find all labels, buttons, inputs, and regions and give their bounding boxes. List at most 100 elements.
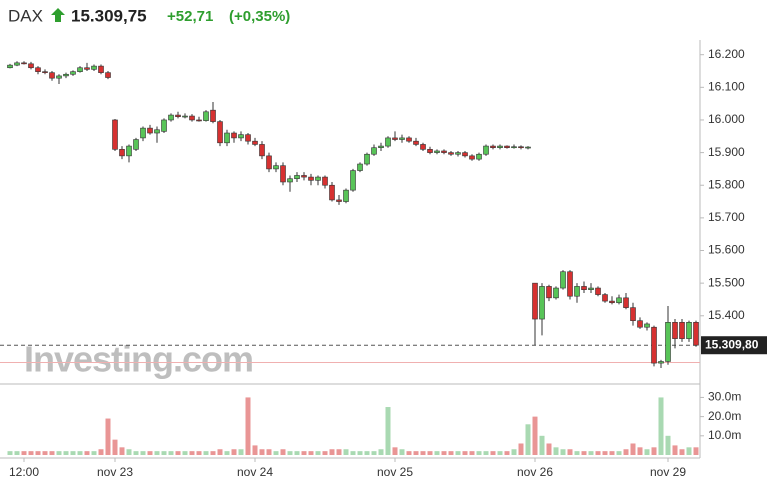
last-price-label: 15.309,80 xyxy=(705,337,759,351)
candle-body xyxy=(196,119,202,122)
volume-bar xyxy=(105,418,111,455)
candle-body xyxy=(140,127,146,139)
candle-body xyxy=(525,146,531,149)
volume-bar xyxy=(112,439,118,455)
candle-body xyxy=(210,109,216,122)
candle-body xyxy=(567,271,573,297)
x-tick-label: nov 25 xyxy=(377,465,413,479)
volume-bar xyxy=(343,449,349,455)
candle-body xyxy=(637,320,643,328)
volume-bar xyxy=(63,451,69,455)
volume-bar xyxy=(504,451,510,455)
candle-body xyxy=(392,137,398,140)
candle-body xyxy=(126,145,132,157)
candle-body xyxy=(609,300,615,304)
candle-body xyxy=(455,152,461,155)
candle-body xyxy=(217,121,223,144)
volume-bar xyxy=(609,451,615,455)
volume-bar xyxy=(224,451,230,455)
candle-body xyxy=(511,146,517,149)
volume-bar xyxy=(245,397,251,455)
volume-bar xyxy=(280,449,286,455)
candle-body xyxy=(630,307,636,321)
y-tick-label: 15.700 xyxy=(708,210,745,224)
volume-bar xyxy=(511,449,517,455)
volume-bar xyxy=(665,435,671,455)
volume-bar xyxy=(413,451,419,455)
volume-bar xyxy=(322,451,328,455)
candle-body xyxy=(294,175,300,180)
volume-bar xyxy=(7,451,13,455)
candle-body xyxy=(602,294,608,302)
candle-body xyxy=(469,155,475,160)
candle-body xyxy=(7,64,13,69)
volume-bar xyxy=(42,451,48,455)
candle-body xyxy=(560,271,566,289)
volume-bar xyxy=(210,451,216,455)
volume-bar xyxy=(371,451,377,455)
volume-bar xyxy=(91,451,97,455)
volume-bar xyxy=(182,451,188,455)
candle-body xyxy=(189,115,195,121)
volume-tick-label: 20.0m xyxy=(708,409,741,423)
candle-body xyxy=(147,127,153,134)
volume-bar xyxy=(133,451,139,455)
volume-bar xyxy=(406,451,412,455)
candle-body xyxy=(175,114,181,117)
candle-body xyxy=(308,176,314,181)
candle-body xyxy=(315,176,321,181)
x-tick-label: 12:00 xyxy=(9,465,39,479)
candle-body xyxy=(672,322,678,339)
volume-bar xyxy=(203,451,209,455)
y-tick-label: 16.200 xyxy=(708,47,745,61)
volume-bar xyxy=(672,445,678,455)
volume-bar xyxy=(490,451,496,455)
volume-bar xyxy=(427,451,433,455)
volume-bar xyxy=(273,451,279,455)
volume-bar xyxy=(175,451,181,455)
volume-bar xyxy=(637,447,643,455)
candle-body xyxy=(154,129,160,134)
candle-body xyxy=(504,145,510,149)
volume-bar xyxy=(588,451,594,455)
volume-bar xyxy=(497,451,503,455)
candle-body xyxy=(434,150,440,153)
y-tick-label: 16.100 xyxy=(708,79,745,93)
candle-body xyxy=(518,146,524,149)
candle-body xyxy=(70,71,76,75)
volume-bar xyxy=(364,451,370,455)
volume-bar xyxy=(574,451,580,455)
candle-body xyxy=(231,132,237,139)
candle-body xyxy=(588,287,594,290)
volume-bar xyxy=(231,449,237,455)
candle-body xyxy=(252,140,258,145)
x-tick-label: nov 26 xyxy=(517,465,553,479)
candle-body xyxy=(651,326,657,364)
volume-bar xyxy=(434,451,440,455)
volume-bar xyxy=(147,451,153,455)
candle-body xyxy=(161,119,167,132)
volume-bar xyxy=(119,447,125,455)
candle-body xyxy=(42,71,48,73)
candle-body xyxy=(532,282,538,320)
y-tick-label: 15.600 xyxy=(708,243,745,257)
volume-bar xyxy=(630,443,636,455)
volume-bar xyxy=(602,451,608,455)
candle-body xyxy=(448,152,454,155)
volume-bar xyxy=(294,451,300,455)
change: +52,71 xyxy=(167,8,213,25)
volume-bar xyxy=(448,451,454,455)
candle-body xyxy=(49,72,55,79)
volume-bar xyxy=(581,451,587,455)
candle-body xyxy=(35,67,41,72)
candle-body xyxy=(28,63,34,69)
volume-bar xyxy=(49,451,55,455)
candle-body xyxy=(413,140,419,145)
volume-bar xyxy=(217,449,223,455)
candle-body xyxy=(280,165,286,183)
volume-bar xyxy=(546,443,552,455)
candle-body xyxy=(462,152,468,157)
candle-body xyxy=(371,147,377,155)
candle-body xyxy=(490,145,496,149)
volume-bar xyxy=(28,451,34,455)
